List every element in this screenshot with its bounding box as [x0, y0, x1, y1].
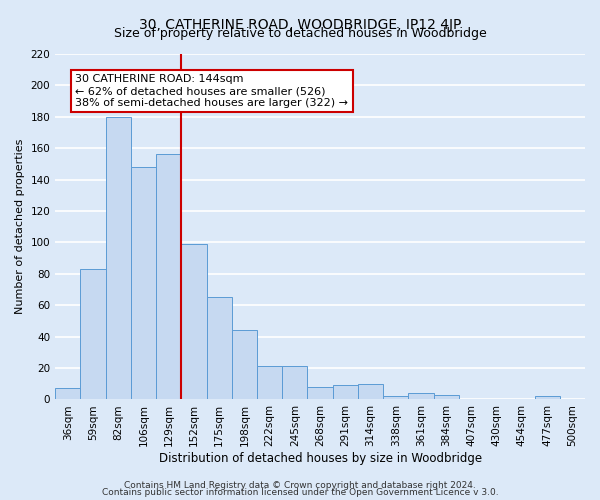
Text: 30 CATHERINE ROAD: 144sqm
← 62% of detached houses are smaller (526)
38% of semi: 30 CATHERINE ROAD: 144sqm ← 62% of detac… [76, 74, 349, 108]
Bar [332, 386, 358, 400]
Text: Contains public sector information licensed under the Open Government Licence v : Contains public sector information licen… [101, 488, 499, 497]
Bar [383, 396, 409, 400]
Bar [409, 393, 434, 400]
Bar [232, 330, 257, 400]
Bar [535, 396, 560, 400]
Bar [358, 384, 383, 400]
Bar [80, 269, 106, 400]
Bar [106, 117, 131, 400]
Bar [257, 366, 282, 400]
Text: Size of property relative to detached houses in Woodbridge: Size of property relative to detached ho… [113, 28, 487, 40]
Bar [55, 388, 80, 400]
X-axis label: Distribution of detached houses by size in Woodbridge: Distribution of detached houses by size … [158, 452, 482, 465]
Bar [206, 298, 232, 400]
Text: 30, CATHERINE ROAD, WOODBRIDGE, IP12 4JP: 30, CATHERINE ROAD, WOODBRIDGE, IP12 4JP [139, 18, 461, 32]
Bar [131, 167, 156, 400]
Bar [156, 154, 181, 400]
Bar [307, 387, 332, 400]
Bar [181, 244, 206, 400]
Text: Contains HM Land Registry data © Crown copyright and database right 2024.: Contains HM Land Registry data © Crown c… [124, 480, 476, 490]
Bar [434, 394, 459, 400]
Y-axis label: Number of detached properties: Number of detached properties [15, 139, 25, 314]
Bar [282, 366, 307, 400]
